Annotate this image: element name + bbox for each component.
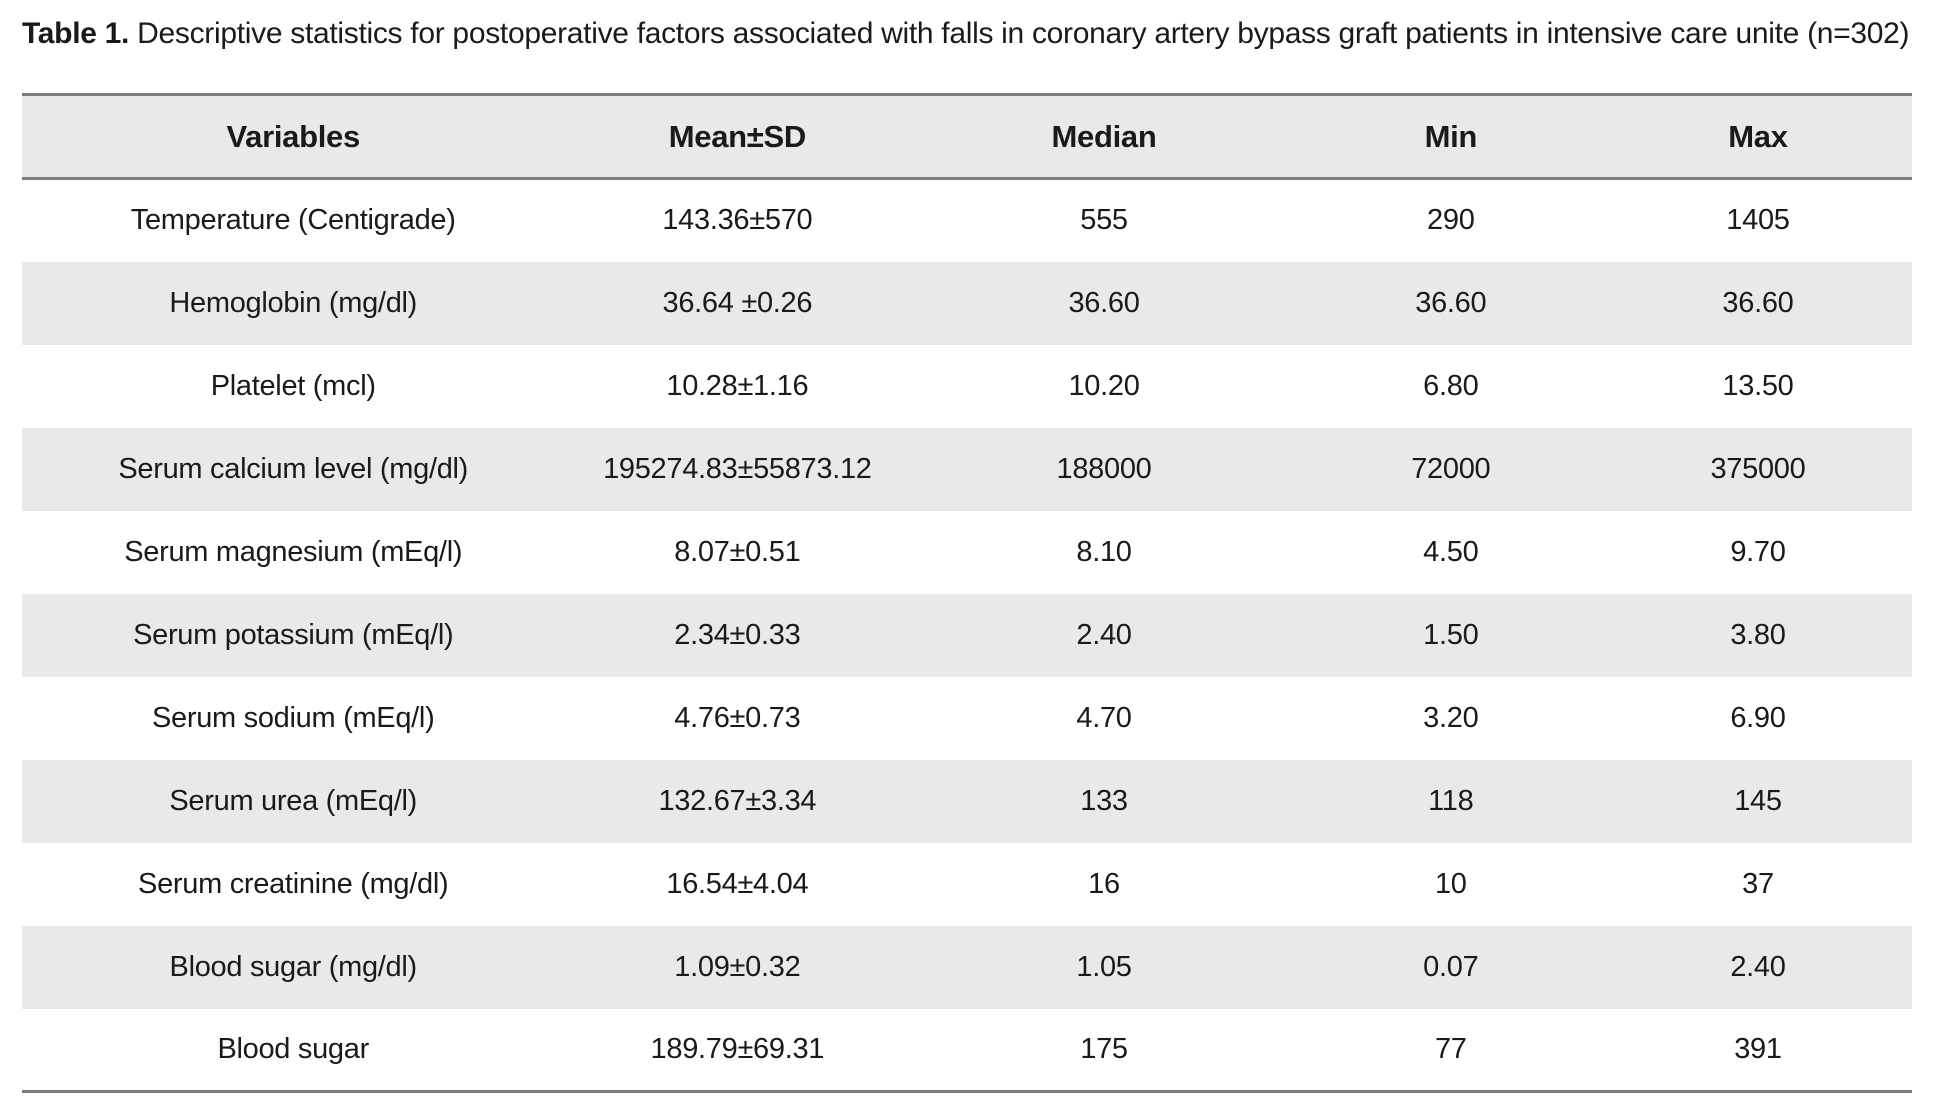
value-cell: 1.09±0.32 — [674, 950, 801, 983]
variable-cell: Blood sugar — [217, 1032, 369, 1065]
table-row: Blood sugar (mg/dl) 1.09±0.32 1.05 0.07 2.40 — [22, 925, 1912, 1009]
column-header-max: Max — [1603, 94, 1912, 180]
variable-cell: Serum creatinine (mg/dl) — [138, 867, 449, 900]
value-cell: 13.50 — [1722, 369, 1794, 402]
table-caption: Table 1. Descriptive statistics for post… — [22, 14, 1912, 54]
table-row: Serum magnesium (mEq/l) 8.07±0.51 8.10 4.50… — [22, 510, 1912, 594]
header-row: Variables Mean±SD Median Min Max — [22, 94, 1912, 180]
table-row: Temperature (Centigrade) 143.36±570 555 290… — [22, 178, 1912, 262]
table-caption-label: Table 1. — [22, 17, 130, 50]
value-cell: 2.34±0.33 — [674, 618, 801, 651]
value-cell: 4.50 — [1423, 535, 1479, 568]
value-cell: 555 — [1080, 204, 1128, 237]
table-row: Serum urea (mEq/l) 132.67±3.34 133 118 145 — [22, 759, 1912, 843]
variable-cell: Temperature (Centigrade) — [130, 204, 456, 237]
value-cell: 132.67±3.34 — [658, 784, 817, 817]
column-header-min: Min — [1297, 94, 1604, 180]
value-cell: 10.20 — [1068, 369, 1140, 402]
value-cell: 2.40 — [1730, 950, 1786, 983]
value-cell: 16.54±4.04 — [666, 867, 809, 900]
value-cell: 143.36±570 — [662, 204, 813, 237]
value-cell: 72000 — [1411, 452, 1491, 485]
variable-cell: Serum sodium (mEq/l) — [151, 701, 435, 734]
value-cell: 195274.83±55873.12 — [603, 452, 872, 485]
value-cell: 36.60 — [1722, 286, 1794, 319]
column-header-mean-sd: Mean±SD — [564, 94, 911, 180]
value-cell: 36.60 — [1068, 286, 1140, 319]
column-header-median: Median — [910, 94, 1298, 180]
value-cell: 36.60 — [1415, 286, 1487, 319]
table-row: Hemoglobin (mg/dl) 36.64 ±0.26 36.60 36.60 3… — [22, 261, 1912, 345]
table-row: Serum potassium (mEq/l) 2.34±0.33 2.40 1.50… — [22, 593, 1912, 677]
value-cell: 3.80 — [1730, 618, 1786, 651]
value-cell: 189.79±69.31 — [650, 1032, 825, 1065]
value-cell: 4.70 — [1076, 701, 1132, 734]
value-cell: 290 — [1427, 204, 1475, 237]
value-cell: 0.07 — [1423, 950, 1479, 983]
descriptive-statistics-table: Variables Mean±SD Median Min Max Tempera… — [22, 93, 1912, 1093]
value-cell: 10.28±1.16 — [666, 369, 809, 402]
value-cell: 145 — [1734, 784, 1782, 817]
value-cell: 3.20 — [1423, 701, 1479, 734]
value-cell: 4.76±0.73 — [674, 701, 801, 734]
variable-cell: Serum calcium level (mg/dl) — [118, 452, 469, 485]
value-cell: 2.40 — [1076, 618, 1132, 651]
value-cell: 36.64 ±0.26 — [662, 286, 813, 319]
table-caption-text: Descriptive statistics for postoperative… — [129, 17, 1910, 50]
value-cell: 77 — [1434, 1032, 1467, 1065]
table-row: Serum sodium (mEq/l) 4.76±0.73 4.70 3.20 6.9… — [22, 676, 1912, 760]
column-header-variables: Variables — [22, 94, 565, 180]
variable-cell: Platelet (mcl) — [210, 369, 376, 402]
table-row: Serum calcium level (mg/dl) 195274.83±558… — [22, 427, 1912, 511]
value-cell: 8.10 — [1076, 535, 1132, 568]
value-cell: 175 — [1080, 1032, 1128, 1065]
table-row: Platelet (mcl) 10.28±1.16 10.20 6.80 13.50 — [22, 344, 1912, 428]
value-cell: 6.90 — [1730, 701, 1786, 734]
value-cell: 375000 — [1710, 452, 1806, 485]
table-row: Blood sugar 189.79±69.31 175 77 391 — [22, 1008, 1912, 1092]
table-body: Temperature (Centigrade) 143.36±570 555 290… — [22, 178, 1912, 1092]
value-cell: 37 — [1742, 867, 1774, 900]
table-row: Serum creatinine (mg/dl) 16.54±4.04 16 10 37 — [22, 842, 1912, 926]
value-cell: 188000 — [1056, 452, 1152, 485]
value-cell: 1.05 — [1076, 950, 1132, 983]
variable-cell: Serum magnesium (mEq/l) — [124, 535, 463, 568]
value-cell: 391 — [1734, 1032, 1782, 1065]
value-cell: 1405 — [1726, 204, 1790, 237]
value-cell: 133 — [1080, 784, 1128, 817]
value-cell: 16 — [1088, 867, 1120, 900]
table-header: Variables Mean±SD Median Min Max — [22, 94, 1912, 180]
value-cell: 6.80 — [1423, 369, 1479, 402]
value-cell: 118 — [1428, 784, 1474, 817]
variable-cell: Serum potassium (mEq/l) — [133, 618, 454, 651]
value-cell: 1.50 — [1423, 618, 1479, 651]
value-cell: 8.07±0.51 — [674, 535, 801, 568]
value-cell: 10 — [1434, 867, 1467, 900]
variable-cell: Blood sugar (mg/dl) — [169, 950, 418, 983]
variable-cell: Serum urea (mEq/l) — [169, 784, 418, 817]
variable-cell: Hemoglobin (mg/dl) — [169, 286, 418, 319]
value-cell: 9.70 — [1730, 535, 1786, 568]
